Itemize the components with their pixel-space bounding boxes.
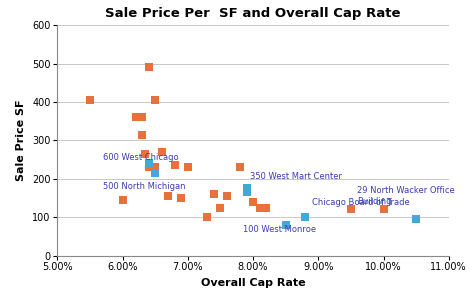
- Text: 29 North Wacker Office
Building: 29 North Wacker Office Building: [357, 186, 455, 206]
- Title: Sale Price Per  SF and Overall Cap Rate: Sale Price Per SF and Overall Cap Rate: [105, 7, 401, 20]
- X-axis label: Overall Cap Rate: Overall Cap Rate: [201, 278, 305, 288]
- Y-axis label: Sale Price SF: Sale Price SF: [17, 100, 27, 181]
- Text: Chicago Board of Trade: Chicago Board of Trade: [312, 198, 410, 207]
- Text: 350 West Mart Center: 350 West Mart Center: [250, 172, 342, 182]
- Text: 600 West Chicago: 600 West Chicago: [103, 153, 179, 162]
- Text: 500 North Michigan: 500 North Michigan: [103, 182, 186, 191]
- Text: 100 West Monroe: 100 West Monroe: [243, 225, 317, 234]
